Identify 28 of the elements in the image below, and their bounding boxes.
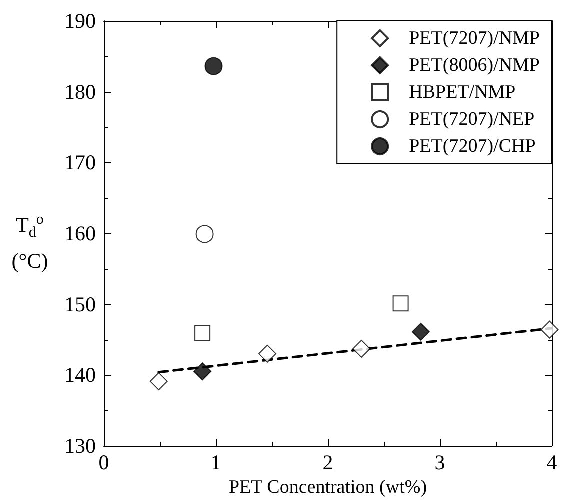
legend-label: PET(8006)/NMP (409, 55, 540, 76)
legend-label: HBPET/NMP (409, 82, 516, 103)
x-axis-title: PET Concentration (wt%) (228, 476, 428, 498)
point (204, 57, 223, 76)
point (194, 362, 212, 381)
legend-label: PET(7207)/NEP (409, 109, 535, 130)
point (194, 325, 211, 342)
y-tick-label: 130 (64, 434, 96, 458)
legend-label: PET(7207)/CHP (409, 136, 536, 157)
y-tick-label: 190 (64, 9, 96, 33)
point (412, 322, 430, 341)
point (150, 372, 168, 391)
x-tick-label: 0 (98, 450, 110, 474)
point (352, 340, 371, 358)
y-tick-label: 180 (64, 80, 96, 104)
x-tick-label: 3 (434, 450, 446, 474)
y-tick-label: 140 (64, 363, 96, 388)
point (258, 344, 277, 363)
x-tick-label: 1 (210, 450, 222, 474)
point (392, 296, 409, 312)
x-tick-label: 2 (322, 450, 334, 474)
y-tick-label: 150 (64, 292, 96, 316)
point (196, 225, 214, 244)
y-tick-label: 160 (64, 222, 96, 246)
point (540, 320, 559, 339)
x-tick-label: 4 (546, 450, 558, 474)
y-tick-label: 170 (64, 150, 96, 175)
legend-label: PET(7207)/NMP (409, 28, 540, 49)
